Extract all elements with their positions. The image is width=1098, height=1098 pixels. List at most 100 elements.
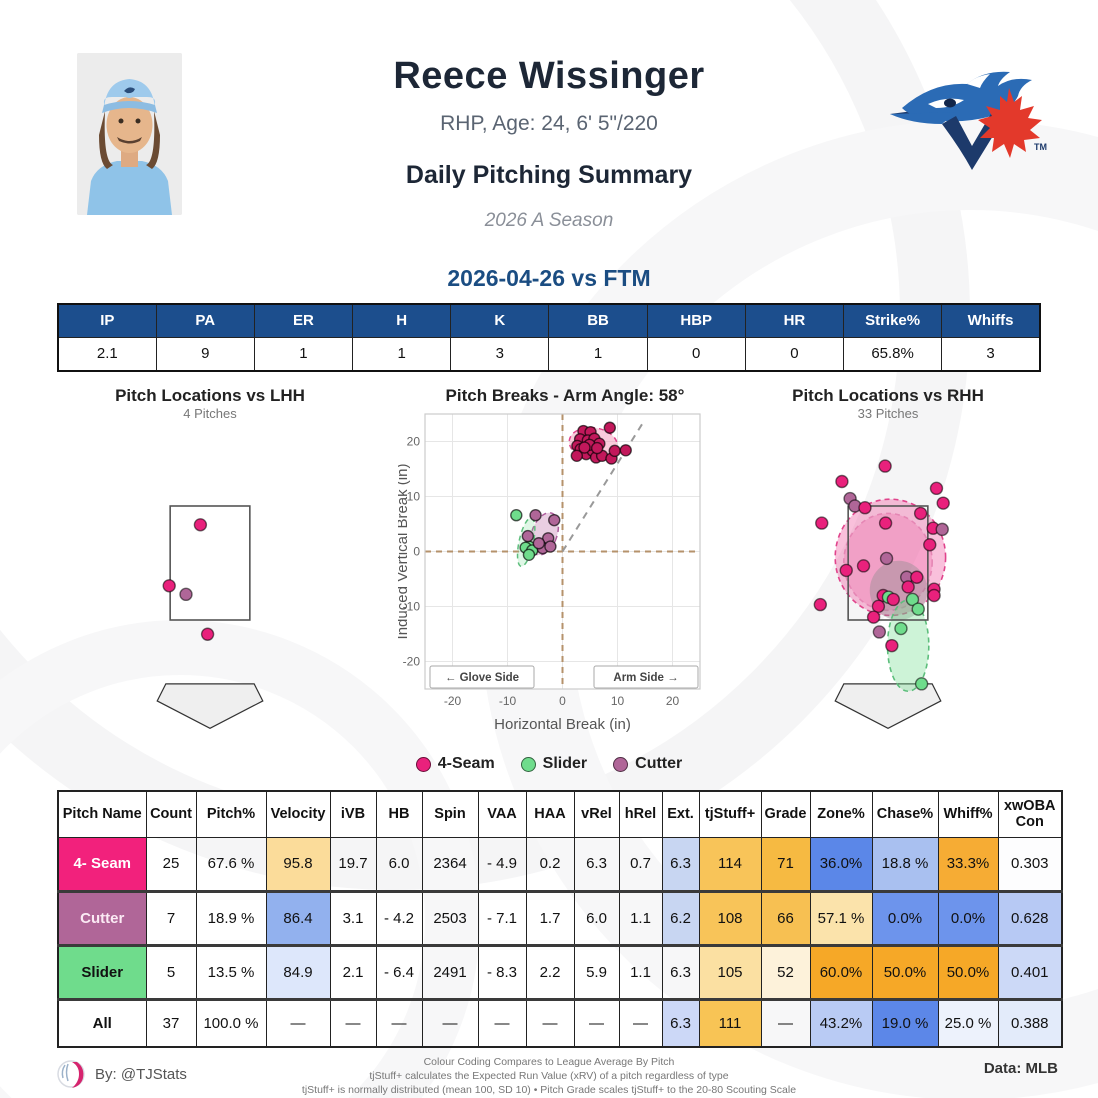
break-point-cutter: [548, 513, 561, 527]
break-point-slider: [510, 508, 523, 522]
plot-title-rhh: Pitch Locations vs RHH: [792, 386, 984, 405]
pitch-name-cell: All: [57, 997, 147, 1048]
pitch-col-chase: Chase%: [871, 790, 939, 838]
pitch-point-4-seam: [856, 559, 871, 573]
summary-col-strike: Strike%: [842, 303, 943, 338]
pitch-stat-cell: 19.7: [329, 836, 377, 892]
tjstats-logo: [57, 1060, 85, 1088]
glove-side-box-label: ← Glove Side: [445, 672, 519, 684]
arm-side-box-label: Arm Side →: [613, 672, 678, 684]
x-tick-label: 10: [611, 694, 625, 708]
break-point-cutter: [532, 537, 546, 550]
summary-value: 65.8%: [842, 336, 943, 372]
pitch-locations-rhh-chart: [813, 459, 950, 729]
legend-item-slider: Slider: [520, 755, 587, 773]
pitch-stat-cell: 2.2: [525, 943, 575, 1000]
pitch-stat-cell: —: [573, 997, 620, 1048]
pitch-stat-cell: 5.9: [573, 943, 620, 1000]
break-point-4-seam: [603, 421, 617, 434]
pitch-point-slider: [914, 677, 929, 691]
data-source: Data: MLB: [983, 1060, 1058, 1077]
y-tick-label: -20: [403, 655, 421, 669]
pitch-stat-cell: 50.0%: [871, 943, 939, 1000]
pitch-stat-cell: 2491: [421, 943, 479, 1000]
pitch-stat-cell: 114: [698, 836, 762, 892]
summary-value: 3: [450, 336, 550, 372]
pitch-stat-cell: - 6.4: [375, 943, 423, 1000]
pitch-stat-cell: 18.9 %: [195, 889, 267, 946]
pitch-col-tjstuff: tjStuff+: [698, 790, 762, 838]
pitch-breaks-chart: ← Glove Side Arm Side → -20 -10 0 10 20 -20 -10 0…: [398, 413, 701, 733]
pitch-stat-cell: 0.7: [618, 836, 663, 892]
pitch-point-4-seam: [886, 592, 900, 607]
blue-jays-logo: TM: [872, 52, 1072, 197]
pitch-stat-cell: —: [329, 997, 377, 1048]
y-tick-label: -10: [403, 600, 421, 614]
summary-col-er: ER: [253, 303, 354, 338]
summary-value: 3: [941, 336, 1041, 372]
pitch-stat-cell: 3.1: [329, 889, 377, 946]
summary-col-k: K: [450, 303, 550, 338]
pitch-point-4-seam: [885, 638, 899, 653]
home-plate: [834, 683, 942, 729]
pitch-stat-cell: 5: [145, 943, 197, 1000]
pitch-stat-cell: —: [421, 997, 479, 1048]
plot-title-lhh: Pitch Locations vs LHH: [115, 386, 305, 405]
pitch-stat-cell: 13.5 %: [195, 943, 267, 1000]
pitch-row-slider: Slider 5 13.5 % 84.9 2.1- 6.4 2491- 8.3 2.2 5.9…: [57, 943, 1063, 1000]
pitch-col-pitch: Pitch%: [195, 790, 267, 838]
pitch-stat-cell: 0.628: [997, 889, 1063, 946]
pitch-col-vaa: VAA: [477, 790, 527, 838]
summary-header-row: IP PA ER H K BB HBP HR Strike% Whiffs: [57, 303, 1041, 338]
break-point-cutter: [529, 508, 542, 522]
pitch-point-4-seam: [929, 481, 944, 496]
pitch-stat-cell: 6.0: [573, 889, 620, 946]
player-headshot: [77, 53, 182, 215]
season-label: 2026 A Season: [484, 210, 614, 231]
pitch-col-ext: Ext.: [661, 790, 700, 838]
pitch-point-cutter: [935, 522, 949, 537]
pitch-row-4seam: 4- Seam 25 67.6 % 95.8 19.7 6.0 2364- 4.9 0.2 6.…: [57, 836, 1063, 892]
legend-dot-cutter: [613, 756, 629, 772]
pitch-stat-cell: —: [265, 997, 331, 1048]
pitch-stat-cell: 25.0 %: [937, 997, 999, 1048]
pitch-col-whiff: Whiff%: [937, 790, 999, 838]
pitch-stat-cell: - 8.3: [477, 943, 527, 1000]
y-tick-label: 10: [407, 490, 421, 504]
pitch-stat-cell: 0.388: [997, 997, 1063, 1048]
pitch-stat-cell: 1.7: [525, 889, 575, 946]
pitch-point-4-seam: [866, 610, 881, 624]
pitch-point-4-seam: [927, 588, 941, 603]
pitch-stat-cell: 0.303: [997, 836, 1063, 892]
pitch-point-4-seam: [835, 474, 849, 489]
summary-value: 9: [155, 336, 255, 372]
pitch-name-cell: Cutter: [57, 889, 147, 946]
break-point-4-seam: [578, 441, 591, 454]
pitch-point-cutter: [872, 625, 887, 639]
pitch-point-4-seam: [878, 516, 893, 530]
pitch-stat-cell: 57.1 %: [809, 889, 873, 946]
pitch-point-slider: [911, 602, 925, 616]
pitch-stat-cell: 0.401: [997, 943, 1063, 1000]
plot-subtitle-rhh: 33 Pitches: [857, 406, 919, 421]
pitch-stat-cell: 19.0 %: [871, 997, 939, 1048]
summary-value-row: 2.1 9 1 1 3 1 0 0 65.8% 3: [57, 336, 1041, 372]
legend-item-cutter: Cutter: [613, 755, 682, 773]
pitch-stat-cell: 71: [760, 836, 811, 892]
pitch-stat-cell: 0.2: [525, 836, 575, 892]
pitch-locations-lhh-chart: [156, 505, 264, 729]
break-point-cutter: [544, 540, 557, 553]
summary-col-hbp: HBP: [646, 303, 746, 338]
pitch-stat-cell: 1.1: [618, 943, 663, 1000]
summary-value: 1: [253, 336, 354, 372]
pitch-stat-cell: —: [618, 997, 663, 1048]
pitch-stat-cell: 1.1: [618, 889, 663, 946]
pitch-stat-cell: - 4.9: [477, 836, 527, 892]
pitch-col-xwobacon: xwOBA Con: [997, 790, 1063, 838]
pitch-col-pitchname: Pitch Name: [57, 790, 147, 838]
pitch-point-cutter: [179, 587, 193, 602]
x-tick-label: -20: [444, 694, 462, 708]
pitch-stat-cell: 100.0 %: [195, 997, 267, 1048]
game-summary-table: IP PA ER H K BB HBP HR Strike% Whiffs 2.1 9 1 1 3 1 0 0 65…: [57, 303, 1041, 372]
pitch-stat-cell: 2.1: [329, 943, 377, 1000]
